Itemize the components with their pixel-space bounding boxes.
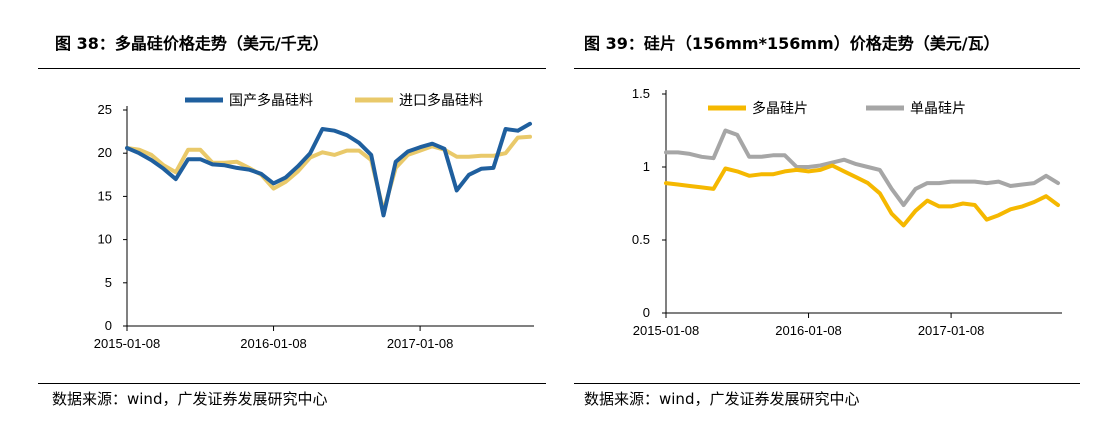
y-tick-label: 10 (98, 232, 112, 247)
legend-label: 国产多晶硅料 (229, 92, 313, 109)
source-note: 数据来源：wind，广发证券发展研究中心 (584, 390, 860, 408)
series-line-2 (125, 134, 532, 214)
chart-panel-wafer: 图 39：硅片（156mm*156mm）价格走势（美元/瓦） 0 0.5 1 1.5 2… (556, 0, 1113, 429)
x-tick-label: 2015-01-08 (94, 336, 161, 351)
y-tick-label: 25 (98, 102, 112, 117)
x-tick-label: 2017-01-08 (387, 336, 454, 351)
y-tick-label: 20 (98, 145, 112, 160)
x-tick-label: 2017-01-08 (918, 323, 985, 338)
chart-panel-polysilicon: 图 38：多晶硅价格走势（美元/千克） 0 5 10 15 20 25 2015-01-08… (0, 0, 556, 429)
bottom-rule (574, 383, 1080, 384)
y-tick-label: 15 (98, 188, 112, 203)
y-tick-label: 0 (643, 305, 650, 320)
chart-title: 图 39：硅片（156mm*156mm）价格走势（美元/瓦） (584, 34, 1000, 53)
chart-title: 图 38：多晶硅价格走势（美元/千克） (55, 34, 329, 53)
y-tick-label: 5 (105, 275, 112, 290)
bottom-rule (38, 383, 546, 384)
y-tick-label: 0.5 (632, 232, 650, 247)
wafer-chart: 0 0.5 1 1.5 2015-01-08 2016-01-08 2017-01-08 多晶… (632, 86, 1062, 338)
legend-label: 单晶硅片 (910, 101, 966, 117)
y-tick-label: 1 (643, 159, 650, 174)
legend-label: 多晶硅片 (752, 100, 808, 117)
x-tick-label: 2015-01-08 (633, 323, 700, 338)
legend-label: 进口多晶硅料 (399, 92, 483, 109)
top-rule (38, 68, 546, 69)
source-note: 数据来源：wind，广发证券发展研究中心 (52, 390, 328, 408)
y-tick-label: 0 (105, 318, 112, 333)
series-line-2 (664, 128, 1060, 207)
top-rule (574, 68, 1080, 69)
y-tick-label: 1.5 (632, 86, 650, 101)
polysilicon-chart: 0 5 10 15 20 25 2015-01-08 2016-01-08 2017-01-08… (94, 92, 534, 351)
series-line-1 (664, 163, 1060, 228)
x-tick-label: 2016-01-08 (240, 336, 307, 351)
series-line-1 (125, 121, 532, 218)
x-tick-label: 2016-01-08 (775, 323, 842, 338)
